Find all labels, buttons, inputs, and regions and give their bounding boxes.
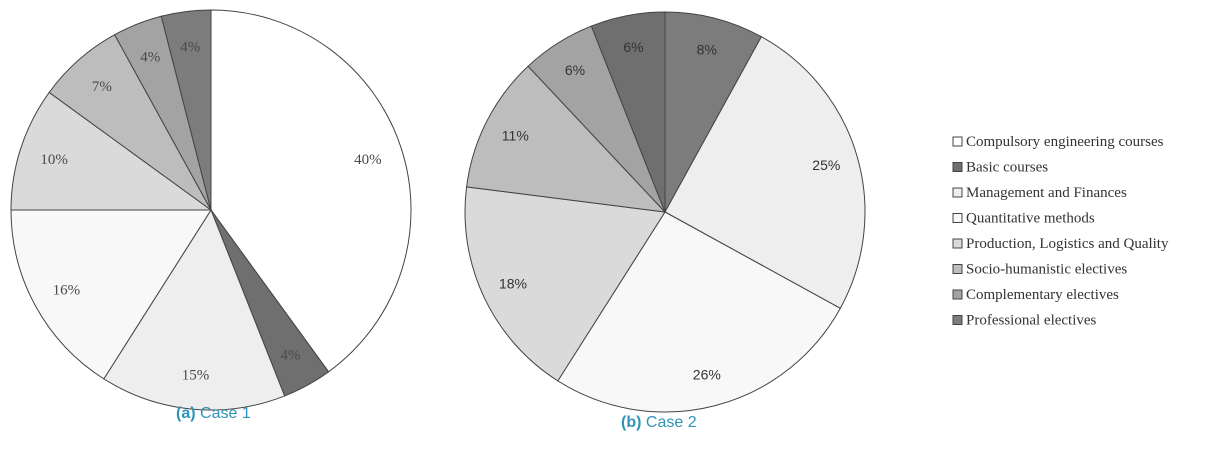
caption-case-2: (b) Case 2	[621, 414, 697, 432]
legend-swatch-basic-courses	[952, 162, 963, 172]
slice-label-professional-electives: 8%	[697, 41, 717, 57]
slice-label-professional-electives: 4%	[180, 39, 200, 55]
pie-slice-basic-courses	[590, 11, 666, 213]
legend: Compulsory engineering courses Basic cour…	[952, 134, 1169, 329]
pie-slice-management-and-finances	[103, 208, 286, 411]
slice-label-basic-courses: 4%	[281, 348, 301, 364]
pie-slice-professional-electives	[664, 11, 763, 213]
pie-chart-case-2: 8% 25% 26% 18% 11% 6% 6%	[464, 11, 866, 413]
slice-label-socio-humanistic-electives: 7%	[92, 79, 112, 95]
legend-swatch-compulsory-engineering-courses	[952, 136, 963, 147]
legend-swatch-complementary-electives	[952, 289, 963, 300]
legend-label-quantitative-methods: Quantitative methods	[966, 211, 1095, 227]
slice-label-basic-courses: 6%	[623, 39, 643, 55]
slice-label-socio-humanistic-electives: 11%	[502, 128, 529, 144]
slice-label-compulsory-engineering-courses: 40%	[354, 152, 382, 168]
pie-slice-quantitative-methods	[557, 211, 841, 413]
pie-slice-production-logistics-and-quality	[10, 91, 213, 211]
slice-label-management-and-finances: 25%	[812, 157, 840, 173]
slice-label-quantitative-methods: 26%	[693, 367, 721, 383]
legend-label-complementary-electives: Complementary electives	[966, 287, 1119, 303]
slice-label-management-and-finances: 15%	[182, 367, 210, 383]
legend-label-management-and-finances: Management and Finances	[966, 185, 1127, 201]
legend-label-socio-humanistic-electives: Socio-humanistic electives	[966, 262, 1127, 278]
legend-swatch-socio-humanistic-electives	[952, 264, 963, 274]
slice-label-production-logistics-and-quality: 18%	[499, 276, 527, 292]
slice-label-complementary-electives: 6%	[565, 62, 585, 78]
caption-case-1-tag: (a)	[176, 405, 196, 422]
legend-swatch-production-logistics-and-quality	[952, 238, 963, 249]
pie-chart-case-1: 40% 4% 15% 16% 10% 7% 4% 4%	[10, 9, 412, 411]
legend-swatch-management-and-finances	[952, 187, 963, 198]
pie-slice-quantitative-methods	[10, 209, 212, 380]
legend-label-professional-electives: Professional electives	[966, 313, 1097, 329]
legend-label-production-logistics-and-quality: Production, Logistics and Quality	[966, 236, 1169, 252]
pie-slice-professional-electives	[160, 9, 212, 211]
legend-swatch-professional-electives	[952, 315, 963, 325]
legend-swatch-quantitative-methods	[952, 213, 963, 223]
caption-case-1-text: Case 1	[200, 405, 251, 422]
pie-slice-compulsory-engineering-courses	[210, 9, 412, 373]
caption-case-1: (a) Case 1	[176, 405, 251, 423]
pie-slice-management-and-finances	[664, 36, 866, 310]
pie-slice-socio-humanistic-electives	[466, 65, 667, 213]
legend-label-compulsory-engineering-courses: Compulsory engineering courses	[966, 134, 1164, 150]
legend-label-basic-courses: Basic courses	[966, 160, 1048, 176]
slice-label-quantitative-methods: 16%	[53, 283, 81, 299]
slice-label-complementary-electives: 4%	[140, 50, 160, 66]
caption-case-2-text: Case 2	[645, 414, 697, 431]
pie-slice-production-logistics-and-quality	[464, 186, 666, 382]
slice-label-production-logistics-and-quality: 10%	[40, 152, 68, 168]
caption-case-2-tag: (b)	[621, 414, 642, 431]
